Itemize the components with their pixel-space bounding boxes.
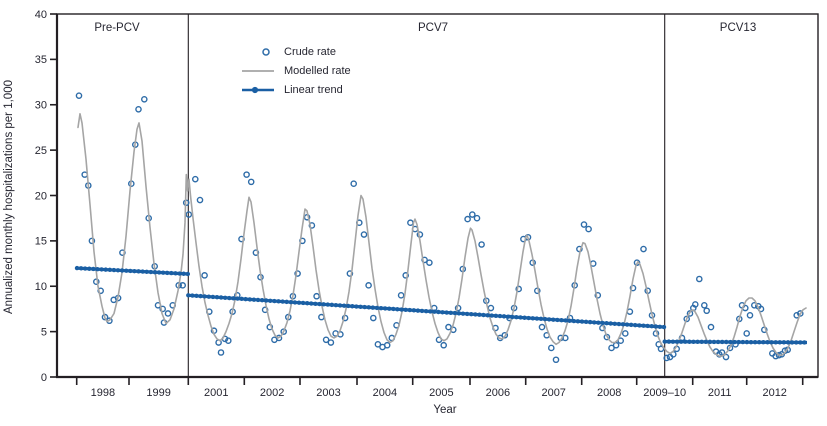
svg-text:1998: 1998 xyxy=(91,387,115,399)
modelled-rate-line-icon xyxy=(240,64,278,78)
svg-text:2003: 2003 xyxy=(316,387,340,399)
x-axis-title: Year xyxy=(433,404,457,416)
svg-text:2001: 2001 xyxy=(204,387,228,399)
svg-text:2012: 2012 xyxy=(762,387,786,399)
legend-item: Modelled rate xyxy=(240,61,351,80)
svg-text:0: 0 xyxy=(41,372,47,384)
linear-trend-line-icon xyxy=(240,83,278,97)
svg-text:1999: 1999 xyxy=(146,387,170,399)
svg-text:2006: 2006 xyxy=(486,387,510,399)
svg-text:20: 20 xyxy=(35,190,47,202)
svg-text:2011: 2011 xyxy=(708,387,732,399)
modelled-rate-line xyxy=(77,113,807,357)
svg-text:2007: 2007 xyxy=(541,387,565,399)
plot-frame xyxy=(55,13,819,379)
chart-legend: Crude rate Modelled rate Linear trend xyxy=(240,42,351,99)
crude-rate-marker-icon xyxy=(240,45,278,59)
legend-label: Linear trend xyxy=(284,83,343,96)
svg-text:5: 5 xyxy=(41,326,47,338)
svg-text:35: 35 xyxy=(35,54,47,66)
region-label-pre-pcv: Pre-PCV xyxy=(94,22,140,34)
svg-text:2002: 2002 xyxy=(260,387,284,399)
svg-text:2004: 2004 xyxy=(373,387,397,399)
svg-text:40: 40 xyxy=(35,9,47,21)
y-axis: 0 5 10 15 20 25 30 35 40 xyxy=(35,9,57,384)
svg-text:25: 25 xyxy=(35,145,47,157)
period-divider-lines xyxy=(187,14,666,377)
legend-label: Modelled rate xyxy=(284,64,351,77)
region-label-pcv7: PCV7 xyxy=(417,22,449,34)
legend-item: Linear trend xyxy=(240,80,351,99)
region-label-pcv13: PCV13 xyxy=(719,22,757,34)
svg-text:2009–10: 2009–10 xyxy=(643,387,686,399)
svg-text:10: 10 xyxy=(35,281,47,293)
svg-text:30: 30 xyxy=(35,100,47,112)
linear-trend-line xyxy=(74,265,810,345)
x-axis: 1998 1999 2001 2002 2003 2004 2005 2006 2007 2008… xyxy=(75,377,804,399)
svg-text:2008: 2008 xyxy=(597,387,621,399)
legend-label: Crude rate xyxy=(284,45,336,58)
y-axis-title: Annualized monthly hospitalizations per … xyxy=(3,80,15,314)
svg-text:2005: 2005 xyxy=(429,387,453,399)
legend-item: Crude rate xyxy=(240,42,351,61)
svg-text:15: 15 xyxy=(35,236,47,248)
